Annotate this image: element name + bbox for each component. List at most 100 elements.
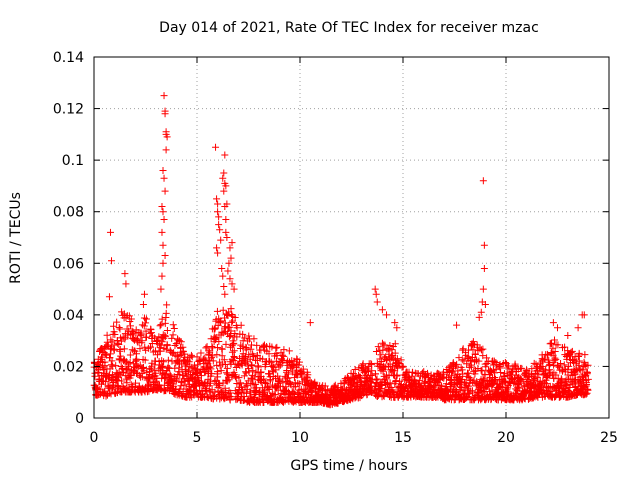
data-point — [110, 346, 118, 354]
data-point — [584, 375, 592, 383]
data-point — [106, 228, 114, 236]
data-point — [453, 360, 461, 368]
data-point — [126, 322, 134, 330]
data-point — [163, 327, 171, 335]
data-point — [157, 341, 165, 349]
data-point — [475, 313, 483, 321]
data-point — [340, 380, 348, 388]
data-point — [228, 318, 236, 326]
data-point — [147, 329, 155, 337]
data-point — [581, 360, 589, 368]
data-point — [216, 380, 224, 388]
data-point — [227, 393, 235, 401]
data-point — [284, 370, 292, 378]
data-point — [377, 385, 385, 393]
data-point — [223, 234, 231, 241]
data-point — [574, 367, 582, 375]
data-point — [285, 347, 293, 355]
data-point — [220, 187, 228, 195]
data-point — [481, 301, 489, 309]
data-point — [161, 187, 169, 195]
data-point — [214, 249, 222, 257]
data-point — [243, 389, 251, 397]
data-point — [157, 285, 165, 293]
data-point — [501, 377, 509, 385]
data-point — [371, 285, 379, 293]
data-point — [219, 174, 227, 182]
data-point — [157, 321, 165, 329]
axis-ticks: 0 5 10 15 20 25 0 0.02 0.04 0.06 0.08 0.1 0.12 0.14 — [53, 50, 618, 446]
data-point — [159, 259, 167, 267]
data-point — [160, 215, 168, 223]
data-point — [160, 334, 168, 342]
data-point — [115, 324, 123, 332]
data-point — [107, 361, 115, 369]
data-point — [226, 323, 234, 331]
data-point — [221, 319, 229, 327]
data-point — [216, 226, 224, 234]
y-axis-label: ROTI / TECUs — [8, 192, 24, 284]
data-point — [554, 341, 562, 349]
data-point — [229, 357, 237, 365]
data-point — [260, 375, 268, 383]
data-point — [225, 259, 233, 267]
data-point — [176, 351, 184, 359]
y-tick-label: 0.08 — [53, 205, 84, 221]
data-point — [254, 362, 262, 370]
data-point — [223, 393, 231, 401]
data-point — [130, 387, 138, 395]
data-point — [219, 272, 227, 280]
data-point — [463, 360, 471, 368]
data-point — [213, 343, 221, 351]
data-point — [275, 363, 283, 371]
data-point — [131, 379, 139, 387]
data-point — [133, 362, 141, 370]
data-point — [471, 370, 479, 378]
data-point — [511, 362, 519, 370]
data-point — [136, 345, 144, 353]
data-point — [464, 369, 472, 377]
data-point — [575, 357, 583, 365]
data-point — [377, 351, 385, 359]
data-point — [579, 366, 587, 374]
data-point — [552, 355, 560, 363]
data-point — [214, 200, 222, 208]
data-point — [173, 340, 181, 348]
data-point — [416, 376, 424, 384]
data-point — [231, 314, 239, 322]
data-point — [162, 309, 170, 317]
data-point — [208, 343, 216, 351]
data-point — [265, 385, 273, 393]
data-point — [271, 391, 279, 399]
data-point — [187, 351, 195, 359]
data-point — [143, 333, 151, 341]
x-tick-label: 15 — [394, 430, 412, 446]
data-point — [138, 337, 146, 345]
x-tick-label: 20 — [497, 430, 515, 446]
data-point — [374, 343, 382, 351]
data-point — [583, 369, 591, 377]
data-point — [185, 358, 193, 366]
data-point — [230, 354, 238, 362]
data-point — [576, 365, 584, 373]
data-point — [549, 319, 557, 327]
data-point — [140, 290, 148, 298]
data-point — [551, 354, 559, 362]
data-point — [156, 347, 164, 355]
data-point — [125, 363, 133, 371]
data-point — [160, 358, 168, 366]
data-point — [477, 346, 485, 354]
data-point — [218, 345, 226, 353]
data-point — [583, 380, 591, 388]
data-point — [396, 377, 404, 385]
data-point — [219, 306, 227, 314]
data-point — [242, 344, 250, 352]
data-point — [121, 270, 129, 278]
data-point — [570, 356, 578, 364]
data-point — [162, 345, 170, 353]
data-point — [580, 311, 588, 319]
data-point — [283, 367, 291, 375]
data-point — [547, 340, 555, 348]
data-point — [230, 339, 238, 347]
data-point — [120, 345, 128, 353]
